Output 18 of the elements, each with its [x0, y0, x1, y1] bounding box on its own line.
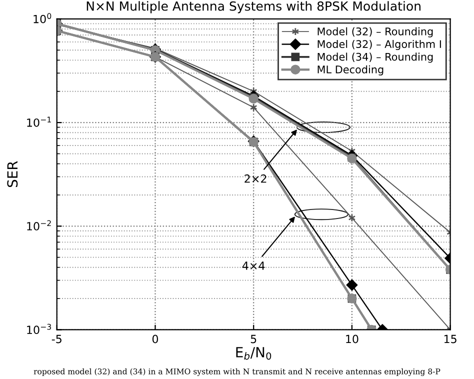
legend-label: ML Decoding: [318, 65, 384, 76]
x-axis-title: E$_{b}$/N$_{0}$: [236, 347, 272, 360]
y-axis-title: SER: [7, 161, 18, 188]
legend-label: Model (34) – Rounding: [318, 52, 433, 63]
x-tick-label: 5: [250, 334, 256, 344]
x-tick-label: 10: [346, 334, 358, 344]
x-tick-label: 0: [152, 334, 158, 344]
y-tick-label: 10$^{−1}$: [27, 116, 51, 127]
x-tick-label: 15: [444, 334, 456, 344]
y-tick-label: 10$^{−3}$: [27, 324, 51, 334]
legend-label: Model (32) – Rounding: [318, 27, 433, 38]
annotation: 2×2: [244, 174, 266, 183]
annotation: 4×4: [242, 262, 265, 270]
y-tick-label: 10$^{0}$: [34, 13, 52, 24]
chart-title: N×N Multiple Antenna Systems with 8PSK Modulation: [86, 1, 420, 14]
y-tick-label: 10$^{−2}$: [27, 220, 51, 230]
x-tick-label: -5: [52, 334, 62, 344]
legend-label: Model (32) – Algorithm I: [318, 40, 441, 50]
